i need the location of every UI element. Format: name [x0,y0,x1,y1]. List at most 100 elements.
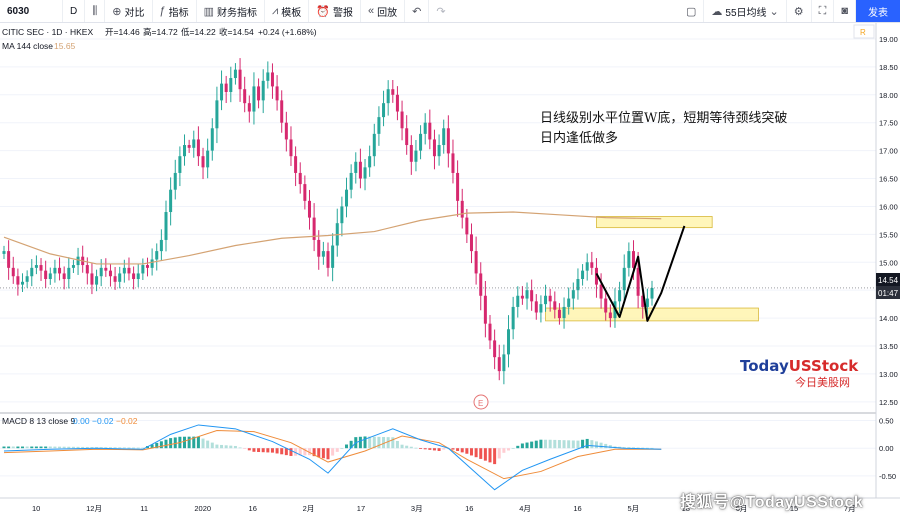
legend-change: +0.24 (+1.68%) [258,27,317,37]
candles-style-button[interactable]: ⫼ [85,0,106,22]
candle-body [414,150,418,162]
macd-histogram-bar [594,441,598,449]
macd-histogram-bar [548,439,552,449]
candle-body [317,239,321,257]
candle-body [58,267,62,274]
templates-button[interactable]: ⩘ 模板 [265,0,310,22]
macd-histogram-bar [25,446,29,449]
countdown-label: 01:47 [878,289,899,298]
legend-macd-signal: −0.02 [92,416,114,426]
time-tick-label: 3月 [411,504,423,513]
fullscreen-button[interactable]: ⛶ [812,0,835,22]
alert-button[interactable]: ⏰ 警报 [309,0,361,22]
macd-histogram-bar [437,448,441,451]
candle-body [104,267,108,271]
function-icon: ƒ [159,5,166,17]
macd-histogram-bar [183,436,187,449]
macd-histogram-bar [108,447,112,449]
todayusstock-logo: TodayUSStock 今日美股网 [740,357,858,390]
candle-body [562,306,566,319]
macd-histogram-bar [62,446,66,449]
macd-histogram-bar [511,448,515,449]
candle-body [465,217,469,235]
macd-histogram-bar [553,439,557,449]
macd-histogram-bar [298,448,302,456]
price-tick-label: 18.00 [879,91,898,100]
candle-body [409,145,413,162]
resistance-zone [596,216,713,229]
analysis-note: 日线级别水平位置W底，短期等待颈线突破 日内逢低做多 [540,109,840,149]
candle-body [289,139,293,157]
symbol-search[interactable]: 6030 [0,0,63,22]
candle-body [645,298,649,307]
candle-body [206,150,210,168]
interval-button[interactable]: D [63,0,86,22]
candle-body [71,265,75,268]
macd-histogram-bar [201,438,205,449]
candle-body [261,80,265,101]
alarm-clock-icon: ⏰ [316,5,330,18]
candle-body [150,259,154,268]
compare-button[interactable]: ⊕ 对比 [105,0,153,22]
redo-button[interactable]: ↷ [429,0,452,22]
last-price-tag: 14.54 01:47 [876,273,900,299]
macd-histogram-bar [507,448,511,451]
candle-body [127,267,131,274]
macd-histogram-bar [493,448,497,465]
macd-histogram-bar [238,447,242,449]
financials-button[interactable]: ▥ 财务指标 [197,0,266,22]
publish-button[interactable]: 发表 [856,0,900,22]
candle-body [405,128,409,146]
macd-histogram-bar [44,446,48,449]
square-icon: ▢ [686,5,697,18]
candle-body [307,200,311,218]
macd-histogram-bar [428,448,432,450]
legend-ma-value: 15.65 [54,41,76,51]
macd-histogram-bar [247,448,251,451]
fullscreen-icon: ⛶ [818,4,827,17]
layout-toggle-button[interactable]: ▢ [679,0,705,22]
macd-histogram-bar [48,446,52,449]
candle-body [622,267,626,291]
price-chart[interactable]: 12.5013.0013.5014.0014.5015.0015.5016.00… [0,23,900,518]
macd-histogram-bar [132,447,136,449]
macd-histogram-bar [266,448,270,453]
macd-histogram-bar [243,448,247,449]
macd-histogram-bar [257,448,261,453]
macd-histogram-bar [576,440,580,449]
macd-histogram-bar [90,447,94,449]
macd-histogram-bar [210,442,214,449]
candle-body [2,251,6,254]
undo-icon: ↶ [412,5,422,18]
candle-body [76,256,80,266]
candle-body [534,301,538,313]
candle-body [44,270,48,280]
ma-144-line [3,211,662,265]
macd-histogram-bar [395,440,399,449]
settings-button[interactable]: ⚙ [787,0,812,22]
candle-body [567,298,571,307]
macd-histogram-bar [321,448,325,459]
undo-button[interactable]: ↶ [405,0,430,22]
candle-body [423,122,427,134]
macd-histogram-bar [289,448,293,456]
indicators-button[interactable]: ƒ 指标 [153,0,197,22]
support-zone [545,307,759,322]
macd-histogram-bar [7,446,11,449]
legend-macd-hist: −0.02 [116,416,138,426]
candle-body [155,251,159,260]
event-marker[interactable]: E [473,394,489,410]
macd-histogram-bar [497,448,501,459]
restore-button[interactable]: R [853,24,875,39]
template-icon: ⩘ [272,4,279,17]
restore-label: R [860,28,866,37]
macd-histogram-bar [312,448,316,457]
replay-button[interactable]: «回放 [361,0,406,22]
candle-body [312,217,316,240]
price-axis: 12.5013.0013.5014.0014.5015.0015.5016.00… [875,23,900,518]
macd-histogram-bar [377,436,381,449]
macd-histogram-bar [220,444,224,449]
layout-name-button[interactable]: ☁ 55日均线 ⌄ [704,0,787,22]
price-tick-label: 13.50 [879,342,898,351]
snapshot-button[interactable]: ◙ [834,0,856,22]
